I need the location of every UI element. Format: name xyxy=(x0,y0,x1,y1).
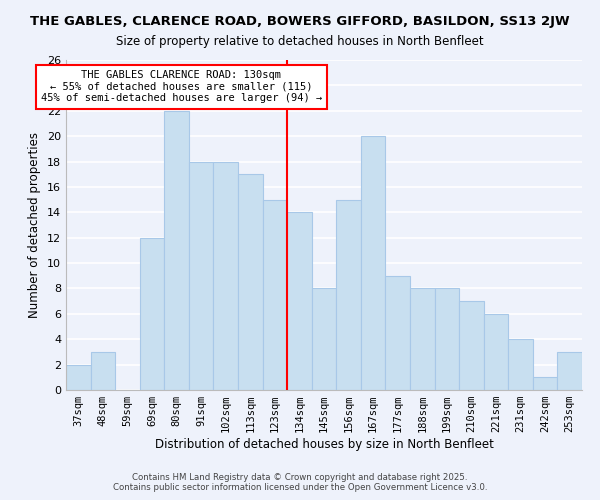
Bar xyxy=(385,276,410,390)
Bar xyxy=(557,352,582,390)
Bar xyxy=(459,301,484,390)
Bar xyxy=(434,288,459,390)
Bar xyxy=(66,364,91,390)
X-axis label: Distribution of detached houses by size in North Benfleet: Distribution of detached houses by size … xyxy=(155,438,493,451)
Bar xyxy=(140,238,164,390)
Bar xyxy=(312,288,336,390)
Bar xyxy=(336,200,361,390)
Bar xyxy=(508,339,533,390)
Bar xyxy=(238,174,263,390)
Bar xyxy=(484,314,508,390)
Bar xyxy=(533,378,557,390)
Text: Size of property relative to detached houses in North Benfleet: Size of property relative to detached ho… xyxy=(116,35,484,48)
Bar xyxy=(410,288,434,390)
Text: THE GABLES CLARENCE ROAD: 130sqm
← 55% of detached houses are smaller (115)
45% : THE GABLES CLARENCE ROAD: 130sqm ← 55% o… xyxy=(41,70,322,103)
Bar xyxy=(164,111,189,390)
Bar xyxy=(287,212,312,390)
Bar xyxy=(189,162,214,390)
Y-axis label: Number of detached properties: Number of detached properties xyxy=(28,132,41,318)
Bar xyxy=(263,200,287,390)
Text: Contains HM Land Registry data © Crown copyright and database right 2025.
Contai: Contains HM Land Registry data © Crown c… xyxy=(113,473,487,492)
Text: THE GABLES, CLARENCE ROAD, BOWERS GIFFORD, BASILDON, SS13 2JW: THE GABLES, CLARENCE ROAD, BOWERS GIFFOR… xyxy=(30,15,570,28)
Bar xyxy=(214,162,238,390)
Bar xyxy=(91,352,115,390)
Bar xyxy=(361,136,385,390)
